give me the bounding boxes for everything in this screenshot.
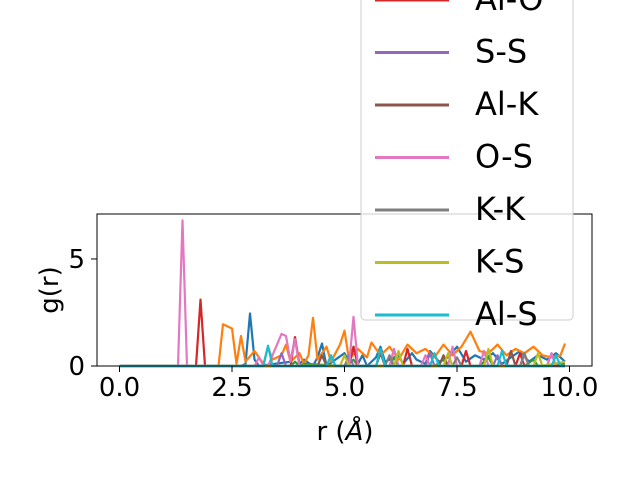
y-axis-label: g(r) — [35, 266, 65, 313]
x-tick-label: 2.5 — [211, 373, 252, 403]
legend: Al-O S-S Al-K O-S K-K K-S Al-S — [360, 0, 574, 333]
y-tick-label: 0 — [68, 352, 85, 382]
legend-label-k-k: K-K — [475, 190, 526, 228]
x-tick-label: 0.0 — [99, 373, 140, 403]
x-axis-label-prefix: r ( — [316, 417, 345, 447]
legend-label-al-o: Al-O — [475, 0, 543, 18]
legend-label-o-s: O-S — [475, 138, 533, 176]
x-tick-label: 7.5 — [436, 373, 477, 403]
legend-label-k-s: K-S — [475, 243, 524, 281]
y-tick-label: 5 — [68, 245, 85, 275]
legend-label-al-k: Al-K — [475, 85, 539, 123]
x-axis-label-symbol: Å — [344, 415, 364, 447]
legend-label-s-s: S-S — [475, 33, 527, 71]
x-axis-ticks: 0.0 2.5 5.0 7.5 10.0 — [99, 366, 599, 403]
x-tick-label: 5.0 — [324, 373, 365, 403]
series-line-k-k — [119, 352, 565, 368]
legend-box — [360, 0, 574, 321]
legend-label-al-s: Al-S — [475, 295, 538, 333]
x-axis-label: r (Å) — [316, 415, 373, 447]
y-axis-ticks: 05 — [68, 245, 97, 382]
series-line-k-s — [119, 347, 566, 368]
x-axis-label-suffix: ) — [363, 417, 373, 447]
x-tick-label: 10.0 — [541, 373, 599, 403]
